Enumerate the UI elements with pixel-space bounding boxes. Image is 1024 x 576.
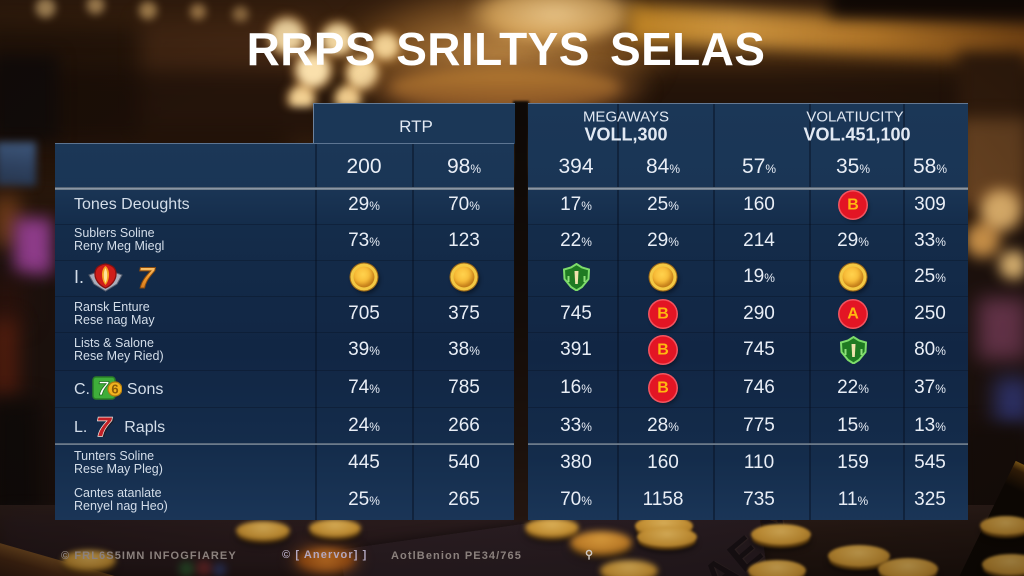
svg-text:7: 7 [98,413,115,440]
svg-text:7: 7 [138,263,156,291]
svg-text:7: 7 [98,379,110,400]
svg-text:6: 6 [112,381,119,396]
svg-text:7: 7 [96,412,113,440]
